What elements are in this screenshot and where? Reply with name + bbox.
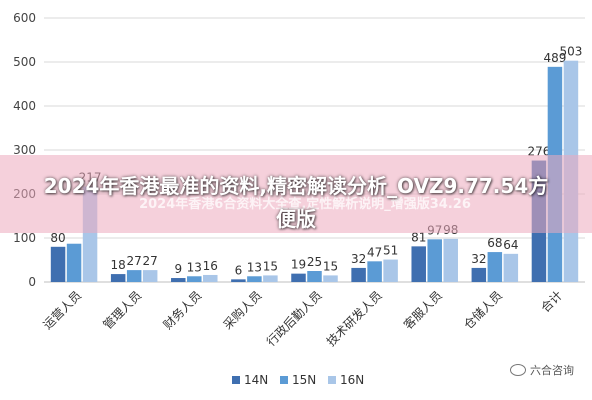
bar: [142, 270, 158, 282]
bar: [503, 253, 519, 282]
data-label: 13: [187, 260, 202, 274]
bar: [291, 273, 306, 282]
bar: [307, 271, 322, 282]
x-tick-label: 采购人员: [220, 288, 265, 333]
data-label: 68: [487, 236, 502, 250]
data-label: 6: [235, 263, 243, 277]
bar: [443, 238, 458, 282]
bar: [263, 275, 278, 282]
banner-subtitle: 2024年香港6合资料大全查,定性解析说明_增强版34.26: [139, 197, 471, 212]
data-label: 27: [127, 254, 142, 268]
x-tick-label: 财务人员: [160, 288, 205, 333]
legend-label: 16N: [340, 373, 364, 387]
data-label: 32: [351, 252, 366, 266]
bar: [471, 267, 487, 282]
x-tick-label: 客服人员: [400, 288, 445, 333]
data-label: 32: [471, 252, 486, 266]
data-label: 503: [559, 45, 582, 59]
bar: [66, 243, 82, 282]
legend-label: 15N: [292, 373, 316, 387]
y-tick-label: 600: [13, 11, 36, 25]
bar: [487, 252, 503, 282]
watermark: 六合咨询: [510, 362, 574, 378]
y-tick-label: 0: [28, 275, 36, 289]
bar: [171, 278, 186, 282]
data-label: 18: [111, 258, 126, 272]
data-label: 16: [203, 259, 218, 273]
data-label: 489: [543, 51, 566, 65]
x-tick-label: 运营人员: [40, 288, 84, 332]
data-label: 25: [307, 255, 322, 269]
data-label: 51: [383, 244, 398, 258]
legend-swatch: [328, 376, 336, 384]
data-label: 15: [323, 259, 338, 273]
bar: [110, 274, 126, 282]
x-tick-label: 技术研发人员: [323, 288, 385, 350]
bar: [50, 246, 66, 282]
bar: [411, 246, 426, 282]
bar: [247, 276, 262, 282]
bar: [323, 275, 338, 282]
bar: [231, 279, 246, 282]
data-label: 9: [174, 262, 182, 276]
x-tick-label: 仓储人员: [460, 288, 505, 333]
x-tick-label: 合计: [537, 288, 565, 316]
x-tick-label: 行政后勤人员: [264, 288, 325, 349]
data-label: 81: [411, 230, 426, 244]
bar: [367, 261, 382, 282]
bar: [351, 267, 366, 282]
data-label: 80: [50, 231, 65, 245]
data-label: 19: [291, 258, 306, 272]
y-tick-label: 400: [13, 99, 36, 113]
legend-swatch: [232, 376, 240, 384]
overlay-banner: [0, 155, 592, 233]
y-tick-label: 300: [13, 143, 36, 157]
data-label: 47: [367, 245, 382, 259]
y-tick-label: 100: [13, 231, 36, 245]
legend-swatch: [280, 376, 288, 384]
x-tick-label: 管理人员: [100, 288, 145, 333]
data-label: 15: [263, 259, 278, 273]
legend-label: 14N: [244, 373, 268, 387]
bar: [187, 276, 202, 282]
bar: [427, 239, 442, 282]
data-label: 64: [503, 238, 518, 252]
data-label: 13: [247, 260, 262, 274]
wechat-icon: [510, 364, 526, 376]
data-label: 27: [143, 254, 158, 268]
bar: [203, 274, 218, 282]
bar: [126, 270, 142, 282]
y-tick-label: 500: [13, 55, 36, 69]
watermark-text: 六合咨询: [530, 364, 574, 377]
banner-title: 2024年香港最准的资料,精密解读分析_OVZ9.77.54方便版: [43, 174, 549, 231]
bar: [383, 259, 398, 282]
